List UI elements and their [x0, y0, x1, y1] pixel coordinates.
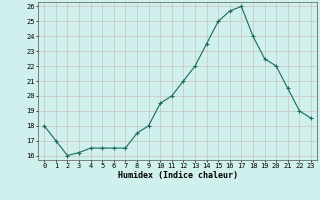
X-axis label: Humidex (Indice chaleur): Humidex (Indice chaleur) [118, 171, 238, 180]
